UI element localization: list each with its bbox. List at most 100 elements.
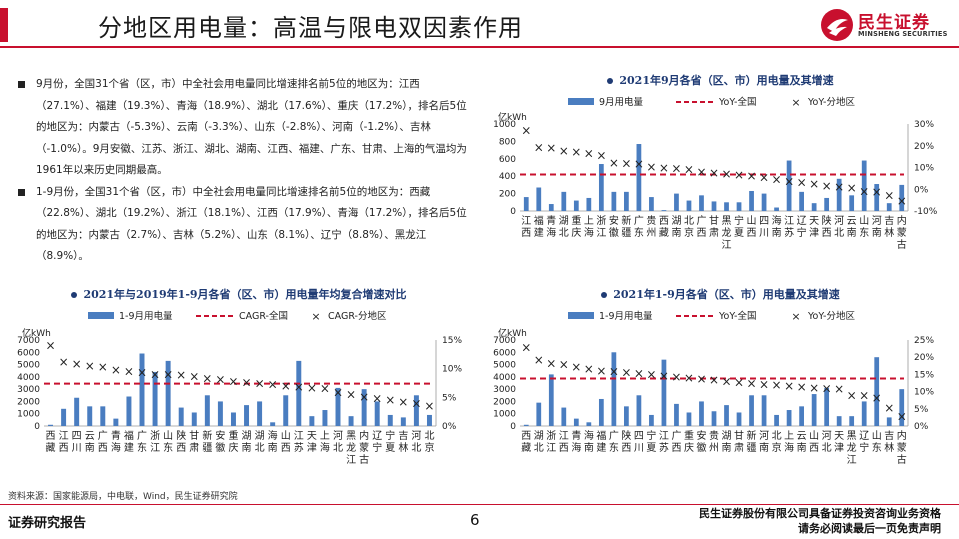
bar-mark	[636, 144, 642, 211]
bullet-square-icon	[18, 188, 25, 196]
x-tick-label: 西藏	[46, 431, 56, 454]
legend-label: YoY-分地区	[807, 96, 855, 108]
x-tick-label: 青海	[571, 429, 581, 454]
yoy-marker: ×	[255, 377, 265, 391]
yoy-marker: ×	[534, 140, 544, 154]
bar-mark	[257, 401, 263, 426]
x-tick-label: 北京	[424, 430, 434, 454]
bar-mark	[799, 406, 804, 426]
x-tick-label: 甘肃	[734, 429, 744, 454]
chart-title: 2021年与2019年1-9月各省（区、市）用电量年均复合增速对比	[8, 286, 470, 302]
bullet-list: 9月份，全国31个省（区，市）中全社会用电量同比增速排名前5位的地区为：江西（2…	[18, 74, 468, 268]
yoy-marker: ×	[571, 145, 581, 159]
bar-mark	[786, 410, 792, 426]
y-tick-label: 200	[499, 190, 516, 200]
bar-mark	[611, 191, 617, 211]
y-tick-label: 3000	[493, 385, 516, 395]
legend-label: CAGR-全国	[239, 310, 288, 322]
y-tick-label: 600	[499, 155, 516, 165]
bar-mark	[861, 401, 867, 426]
bar-mark	[61, 408, 67, 426]
y2-tick-label: 0%	[914, 185, 929, 195]
bar-mark	[374, 401, 380, 426]
footer-report-type: 证券研究报告	[8, 516, 87, 531]
source-note: 资料来源：国家能源局，中电联，Wind，民生证券研究院	[8, 492, 238, 502]
x-tick-label: 山东	[872, 430, 882, 454]
x-tick-label: 陕西	[822, 214, 832, 239]
x-tick-label: 浙江	[596, 215, 606, 239]
yoy-marker: ×	[268, 378, 278, 392]
bar-mark	[191, 412, 197, 426]
x-tick-label: 广东	[634, 215, 644, 239]
yoy-marker: ×	[772, 378, 782, 392]
y2-tick-label: 0%	[442, 422, 457, 432]
y2-tick-label: 0%	[914, 422, 929, 432]
yoy-marker: ×	[734, 376, 744, 390]
bar-mark	[886, 417, 892, 426]
legend-label: YoY-全国	[718, 310, 756, 322]
bar-mark	[217, 401, 223, 426]
bar-mark	[413, 395, 419, 426]
yoy-marker: ×	[46, 339, 56, 353]
bar-mark	[836, 416, 842, 426]
bullet-item: 9月份，全国31个省（区，市）中全社会用电量同比增速排名前5位的地区为：江西（2…	[18, 74, 468, 182]
bar-mark	[899, 184, 905, 211]
y-tick-label: 3000	[17, 385, 40, 395]
x-tick-label: 海南	[268, 429, 278, 454]
title-dot-icon	[601, 292, 608, 298]
yoy-marker: ×	[85, 359, 95, 373]
bar-mark	[561, 191, 567, 211]
yoy-marker: ×	[809, 177, 819, 191]
bullet-square-icon	[18, 81, 25, 88]
yoy-marker: ×	[897, 410, 907, 424]
bar-mark	[849, 195, 855, 211]
bar-mark	[270, 422, 276, 426]
x-tick-label: 江苏	[659, 430, 669, 454]
bullet-text: 9月份，全国31个省（区，市）中全社会用电量同比增速排名前5位的地区为：江西（2…	[36, 78, 467, 176]
bar-mark	[139, 353, 145, 426]
yoy-marker: ×	[684, 163, 694, 177]
bar-mark	[561, 407, 567, 426]
bar-mark	[861, 160, 867, 211]
y-tick-label: 0	[34, 422, 40, 432]
x-tick-label: 西藏	[521, 431, 531, 454]
yoy-marker: ×	[521, 123, 531, 137]
x-tick-label: 湖南	[671, 215, 681, 239]
y-tick-label: 4000	[493, 373, 516, 383]
legend-label: 1-9月用电量	[119, 310, 173, 322]
yoy-marker: ×	[822, 179, 832, 193]
bar-mark	[711, 411, 717, 426]
y-tick-label: 1000	[17, 410, 40, 420]
bar-mark	[724, 202, 729, 211]
y-tick-label: 1000	[493, 120, 516, 130]
x-tick-label: 四川	[759, 216, 769, 239]
page-number: 6	[470, 511, 480, 529]
bar-mark	[674, 193, 679, 211]
y-tick-label: 4000	[17, 373, 40, 383]
legend-label: YoY-全国	[718, 96, 756, 108]
x-tick-label: 贵州	[709, 429, 719, 454]
yoy-marker: ×	[884, 188, 894, 202]
bar-mark	[886, 203, 892, 211]
yoy-marker: ×	[124, 365, 134, 379]
bar-mark	[686, 200, 692, 211]
x-tick-label: 浙江	[150, 430, 160, 454]
yoy-marker: ×	[659, 161, 669, 175]
bar-mark	[736, 412, 742, 426]
title-accent-bar	[0, 8, 8, 42]
yoy-marker: ×	[571, 360, 581, 374]
x-tick-label: 江西	[559, 430, 569, 454]
yoy-marker: ×	[747, 169, 757, 183]
yoy-marker: ×	[398, 395, 408, 409]
yoy-marker: ×	[163, 367, 173, 381]
x-tick-label: 湖南	[722, 430, 732, 454]
chart-legend: 1-9月用电量 YoY-全国 × YoY-分地区	[568, 310, 855, 323]
yoy-marker: ×	[215, 373, 225, 387]
x-tick-label: 天津	[809, 216, 819, 239]
y2-tick-label: 15%	[914, 370, 934, 380]
yoy-marker: ×	[424, 399, 434, 413]
chart-legend: 9月用电量 YoY-全国 × YoY-分地区	[568, 96, 855, 109]
yoy-marker: ×	[137, 366, 147, 380]
x-tick-label: 山东	[163, 430, 173, 454]
y-tick-label: 7000	[493, 336, 516, 346]
